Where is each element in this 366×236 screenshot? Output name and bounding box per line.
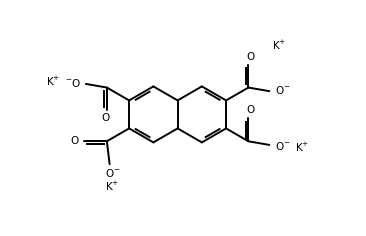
- Text: K$^{+}$: K$^{+}$: [105, 180, 120, 193]
- Text: K$^{+}$: K$^{+}$: [46, 75, 60, 88]
- Text: O: O: [70, 136, 79, 146]
- Text: O$^{-}$: O$^{-}$: [105, 167, 120, 179]
- Text: O: O: [246, 105, 254, 115]
- Text: K$^{+}$: K$^{+}$: [272, 39, 286, 52]
- Text: O$^{-}$: O$^{-}$: [274, 84, 290, 96]
- Text: O$^{-}$: O$^{-}$: [274, 140, 290, 152]
- Text: O: O: [246, 52, 254, 62]
- Text: O: O: [101, 113, 109, 123]
- Text: K$^{+}$: K$^{+}$: [295, 140, 310, 154]
- Text: $^{-}$O: $^{-}$O: [65, 77, 81, 89]
